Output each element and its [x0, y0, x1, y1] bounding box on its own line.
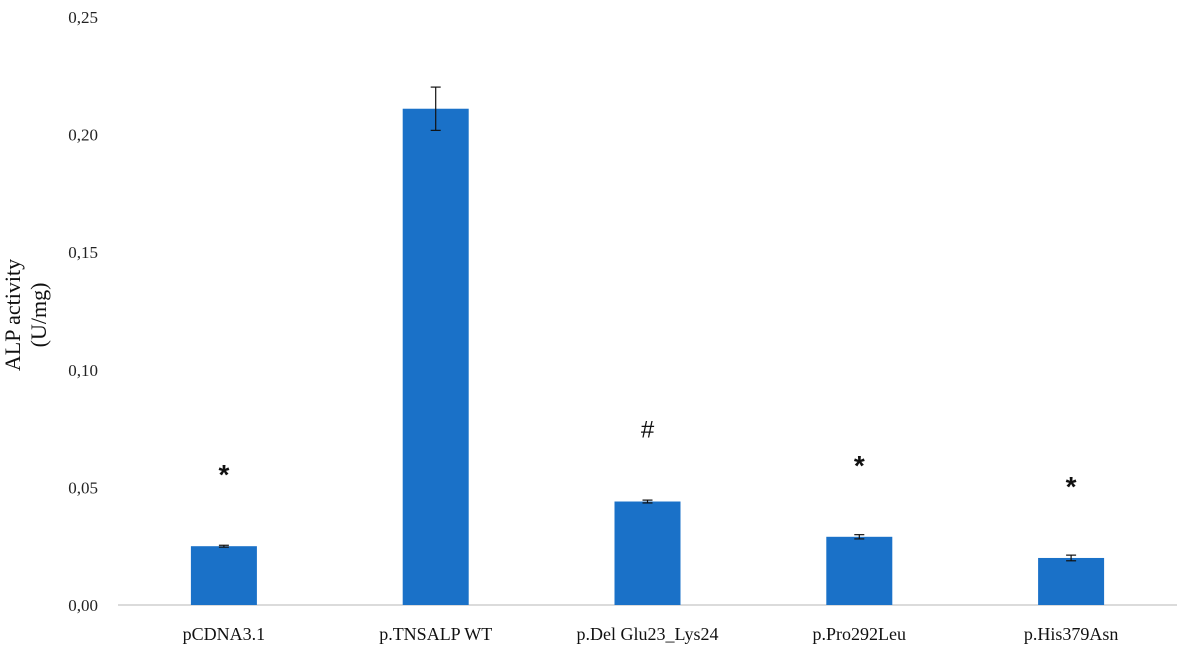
significance-asterisk: * — [1066, 471, 1077, 502]
y-axis-title-line-1: ALP activity — [0, 259, 25, 371]
x-category-label: p.Pro292Leu — [813, 624, 907, 644]
bars — [190, 108, 1105, 605]
y-axis-title: ALP activity (U/mg) — [0, 259, 51, 371]
x-axis-category-labels: pCDNA3.1 p.TNSALP WT p.Del Glu23_Lys24 p.Pr… — [183, 624, 1119, 644]
significance-annotations: * # * * — [218, 417, 1076, 502]
y-tick-label: 0,15 — [68, 243, 98, 262]
y-tick-label: 0,20 — [68, 126, 98, 145]
y-tick-label: 0,10 — [68, 361, 98, 380]
y-tick-label: 0,00 — [68, 596, 98, 615]
y-axis-title-line-2: (U/mg) — [26, 283, 51, 348]
x-category-label: p.His379Asn — [1024, 624, 1119, 644]
bar — [614, 501, 681, 605]
x-category-label: p.Del Glu23_Lys24 — [577, 624, 719, 644]
bar — [402, 108, 469, 605]
bar — [190, 546, 257, 605]
y-tick-label: 0,05 — [68, 478, 98, 497]
significance-asterisk: * — [854, 450, 865, 481]
bar — [1038, 557, 1105, 605]
significance-hash: # — [641, 417, 655, 444]
y-axis-ticks: 0,00 0,05 0,10 0,15 0,20 0,25 — [68, 8, 98, 615]
x-category-label: pCDNA3.1 — [183, 624, 266, 644]
significance-asterisk: * — [218, 459, 229, 490]
bar — [826, 536, 893, 605]
error-bars — [218, 86, 1077, 562]
y-tick-label: 0,25 — [68, 8, 98, 27]
x-category-label: p.TNSALP WT — [379, 624, 492, 644]
